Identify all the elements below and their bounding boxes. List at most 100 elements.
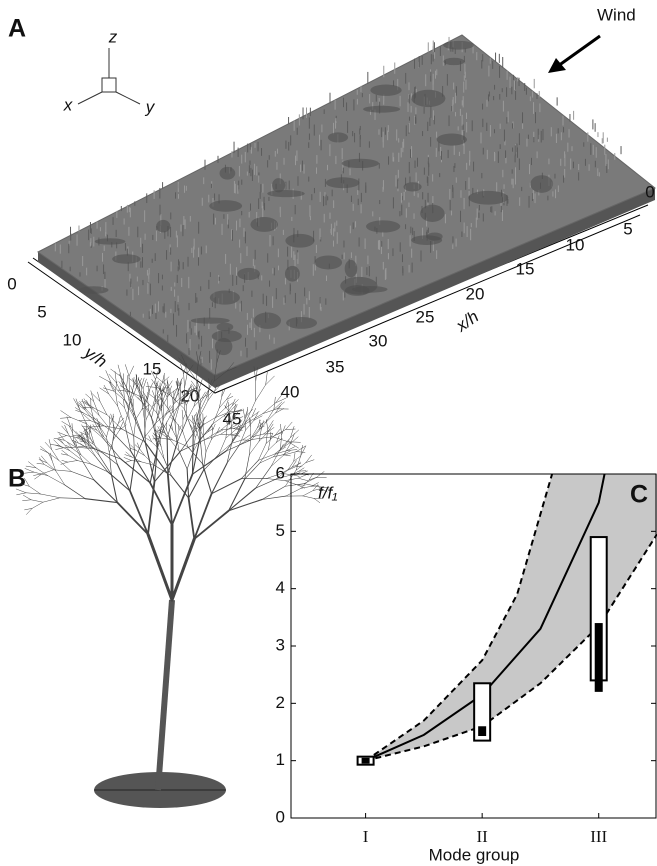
tree-branch: [144, 423, 156, 438]
terrain-hollow: [370, 85, 401, 96]
tree-branch: [256, 385, 266, 401]
tree-branch: [169, 389, 173, 399]
tree-branch: [171, 476, 188, 498]
tree-branch: [213, 424, 216, 430]
x-tick-label: II: [476, 827, 488, 846]
terrain-hollow: [79, 286, 109, 294]
tree-branch: [67, 417, 71, 427]
tree-branch: [103, 438, 121, 459]
tree-branch: [273, 437, 289, 442]
tree-branch: [201, 392, 205, 399]
x-tick-label: 30: [369, 331, 388, 350]
band: [366, 274, 657, 761]
tree-branch: [134, 417, 145, 441]
tree-branch: [192, 434, 193, 475]
tree-branch: [81, 425, 86, 432]
tree-branch: [157, 394, 158, 413]
tree-branch: [126, 375, 127, 387]
tree-branch: [106, 370, 111, 382]
y-tick-label: 10: [63, 330, 82, 349]
tree-branch: [182, 410, 183, 419]
panel-label: B: [8, 465, 26, 493]
tree-branch: [192, 415, 195, 421]
tree-branch: [60, 498, 85, 499]
tree-branch: [172, 539, 194, 600]
wind-label: Wind: [597, 5, 636, 24]
x-tick-label: III: [590, 827, 607, 846]
terrain-hollow: [95, 238, 126, 244]
tree-branch: [60, 417, 71, 418]
tree-branch: [70, 451, 82, 460]
tree-branch: [125, 365, 129, 377]
terrain-hollow: [191, 317, 230, 323]
terrain-hollow: [326, 177, 360, 188]
y-tick-label: 6: [276, 463, 285, 482]
wind-arrow: [558, 36, 600, 66]
tree-branch: [266, 372, 268, 385]
tree-branch: [87, 448, 96, 458]
terrain-hollow: [112, 254, 140, 263]
tree-branch: [62, 460, 68, 462]
tree-branch: [206, 440, 211, 452]
terrain-hollow: [267, 190, 304, 197]
tree-branch: [167, 416, 174, 438]
tree-branch: [275, 406, 280, 413]
tree-branch: [280, 435, 281, 449]
y-tick-label: 0: [7, 274, 16, 293]
terrain-hollow: [411, 235, 442, 245]
tree-branch: [229, 488, 256, 511]
tree-branch: [125, 425, 131, 451]
tree-branch: [266, 376, 275, 385]
terrain-hollow: [237, 268, 260, 280]
tree-branch: [125, 461, 132, 463]
x-tick-label: 15: [516, 259, 535, 278]
tree-branch: [212, 463, 227, 493]
y-tick-label: 3: [276, 635, 285, 654]
terrain-hollow: [209, 200, 242, 212]
tree-branch: [84, 399, 89, 406]
inner-range: [478, 726, 486, 736]
tree-branch: [184, 374, 185, 388]
inner-range: [595, 623, 603, 692]
tree-branch: [65, 485, 85, 499]
plot: [358, 274, 657, 765]
tree-branch: [130, 460, 135, 491]
terrain-hollow: [212, 330, 242, 342]
tree-branch: [37, 463, 44, 464]
tree-branch: [232, 399, 235, 406]
tree-branch: [151, 418, 157, 444]
tree-branch: [212, 479, 242, 494]
tree-branch: [64, 447, 76, 448]
axis-icon-label: x: [63, 95, 73, 114]
y-tick-label: 5: [276, 521, 285, 540]
tree-branch: [65, 425, 68, 433]
x-tick-label: 35: [326, 357, 345, 376]
tree-branch: [262, 486, 285, 499]
axis-icon: [78, 92, 102, 104]
terrain-hollow: [250, 217, 278, 232]
tree-branch: [26, 493, 40, 494]
tree-branch: [167, 438, 168, 474]
tree-branch: [56, 448, 64, 450]
tree-branch: [200, 418, 203, 426]
tree-branch: [203, 416, 206, 421]
tree-branch: [149, 411, 155, 426]
tree-branch: [163, 401, 164, 419]
tree-branch: [115, 382, 117, 391]
tree-branch: [283, 455, 290, 456]
panel-label: A: [8, 15, 26, 43]
tree-branch: [158, 448, 164, 459]
tree-branch: [292, 475, 299, 476]
terrain-hollow: [404, 182, 422, 191]
terrain-hollow: [156, 220, 170, 233]
tree-branch: [66, 445, 73, 448]
tree-branch: [25, 468, 34, 472]
tree-branch: [71, 427, 80, 438]
tree-branch: [296, 456, 301, 470]
tree-branch: [62, 421, 71, 426]
x-tick-label: 25: [416, 307, 435, 326]
tree-branch: [48, 476, 65, 485]
tree-branch: [195, 429, 199, 437]
tree-branch: [263, 409, 277, 414]
tree-branch: [129, 366, 134, 376]
